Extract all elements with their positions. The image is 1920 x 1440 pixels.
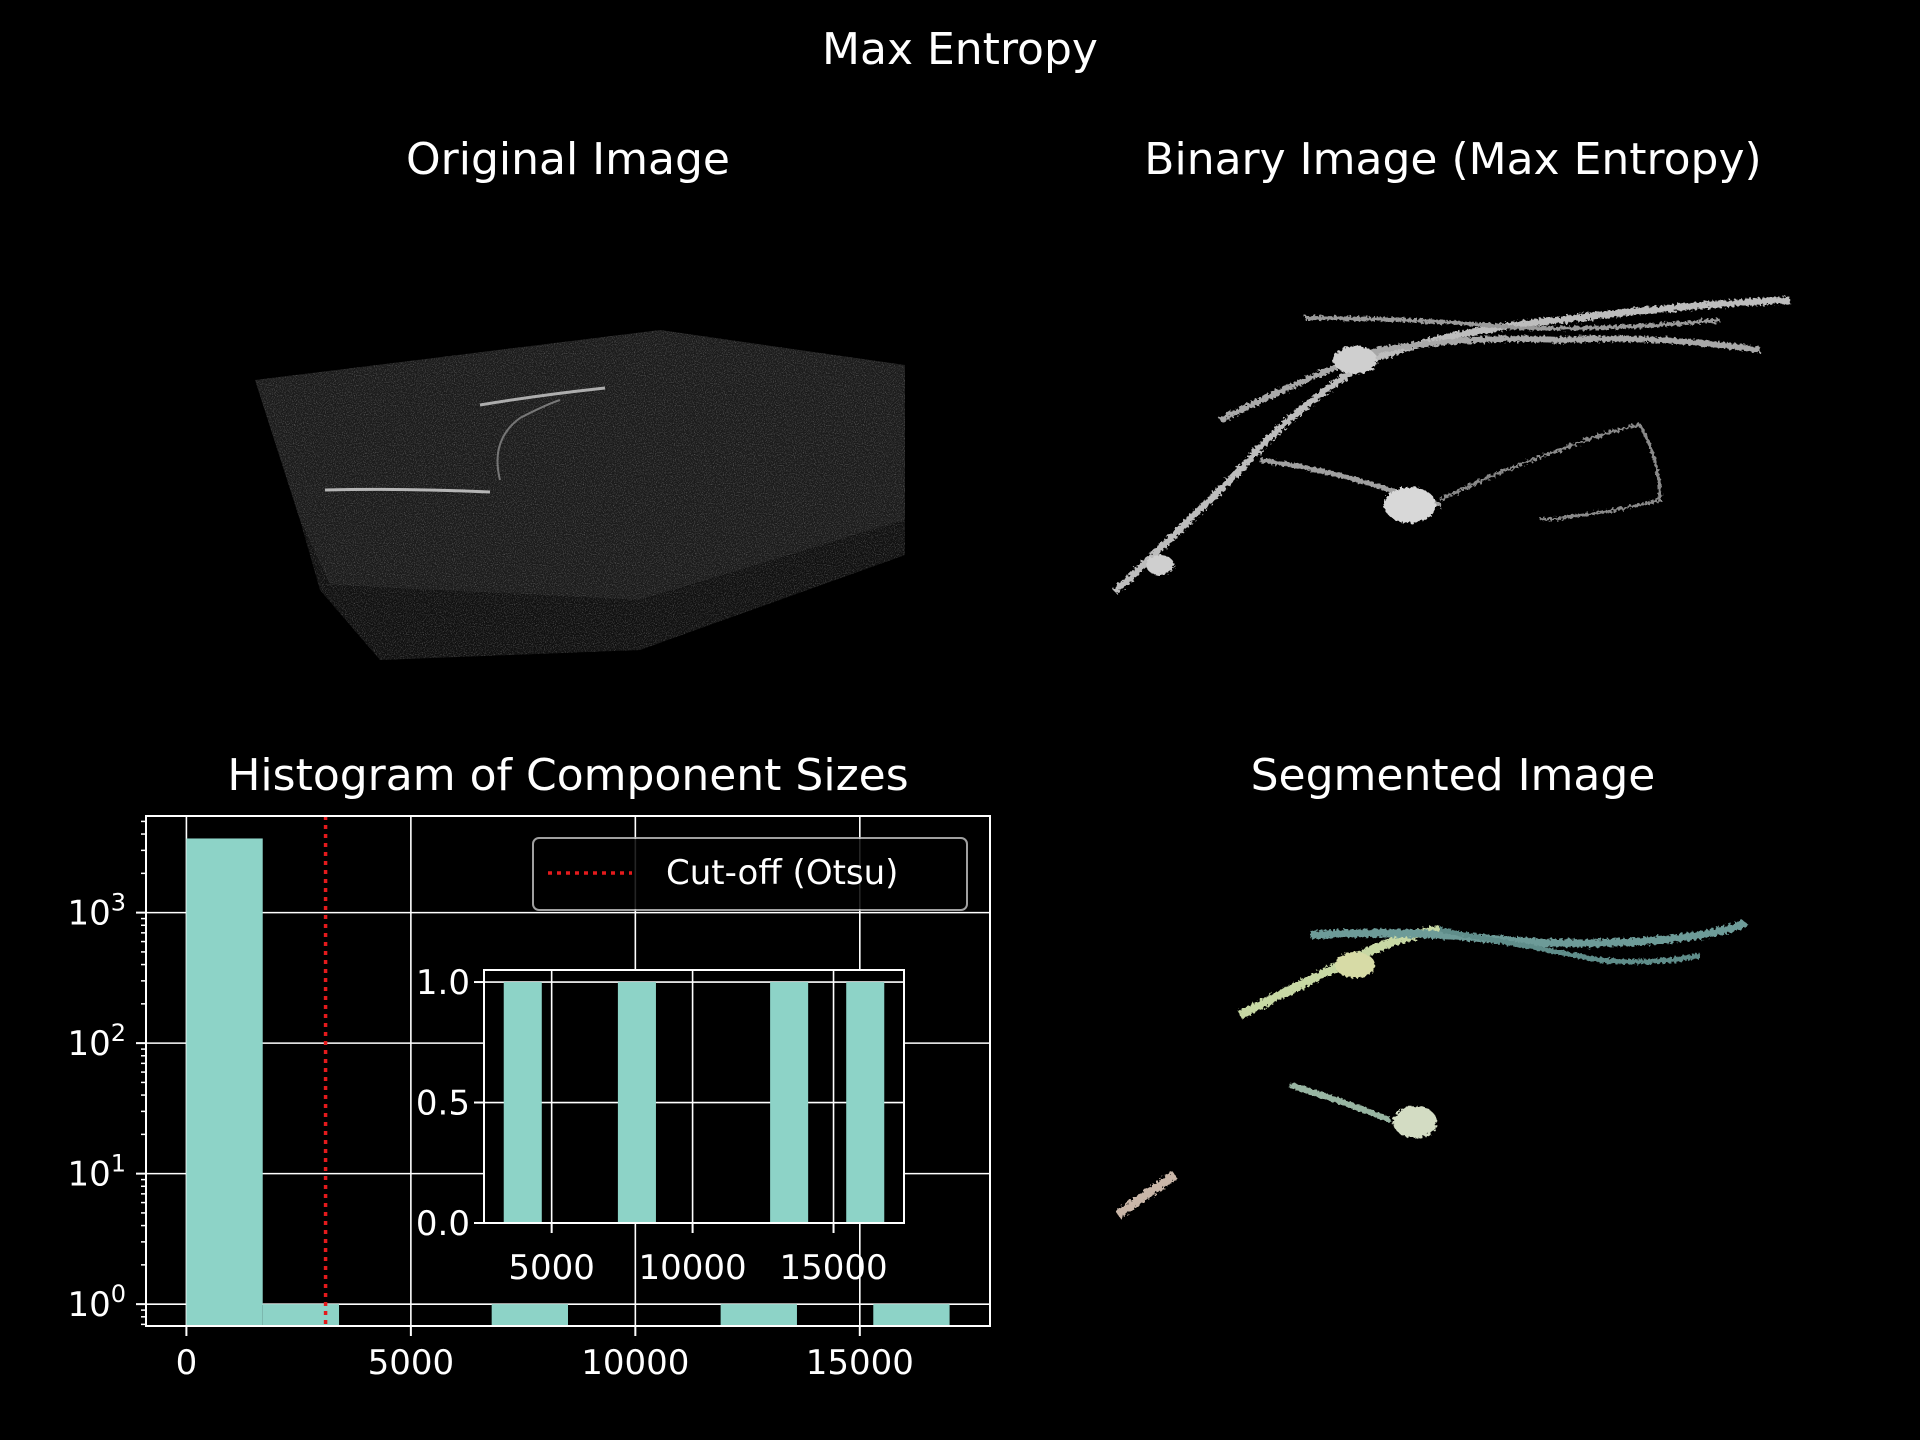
segmented-image-title: Segmented Image [1251,750,1656,801]
segment [1439,927,1701,965]
inset-ytick-label: 0.5 [416,1084,470,1124]
legend-cutoff-label: Cut-off (Otsu) [666,853,898,893]
main-ytick-label: 102 [67,1019,126,1064]
neurite-streak [479,386,606,407]
main-ticks: 0 5000 10000 15000 100 101 102 103 [67,820,914,1383]
inset-ytick-label: 0.0 [416,1204,470,1244]
main-xtick-label: 15000 [806,1343,914,1383]
inset-histogram: 5000 10000 15000 0.0 0.5 1.0 [416,963,905,1288]
inset-xtick-label: 15000 [779,1248,887,1288]
inset-ytick-label: 1.0 [416,963,470,1003]
inset-background [484,970,904,1223]
legend: Cut-off (Otsu) [532,837,968,911]
main-xtick-label: 0 [176,1343,198,1383]
inset-bar [770,982,809,1223]
cell-body [1333,346,1377,374]
main-ytick-label: 103 [67,889,126,934]
cell-body [1384,487,1436,523]
legend-box [532,837,968,911]
main-bar [262,1304,340,1326]
neuron-branch [1218,335,1761,423]
segment-cell-body [1335,952,1375,978]
main-xtick-label: 5000 [368,1343,455,1383]
segment [1115,1171,1178,1219]
binary-image [1112,296,1791,595]
figure-title: Max Entropy [822,24,1098,75]
inset-bar [503,982,542,1223]
inset-bars [503,982,885,1223]
main-ytick-label: 100 [67,1280,126,1325]
inset-xtick-label: 10000 [639,1248,747,1288]
main-bar [491,1304,568,1326]
neuron-branch [1439,423,1662,522]
main-bar [720,1304,797,1326]
main-histogram: 0 5000 10000 15000 100 101 102 103 Cut-off (Ots… [67,815,991,1383]
segmented-image [1115,918,1749,1219]
segment [1289,1082,1392,1123]
inset-ticks: 5000 10000 15000 0.0 0.5 1.0 [416,963,888,1288]
main-axes-frame [145,815,991,1327]
binary-image-title: Binary Image (Max Entropy) [1144,134,1761,185]
inset-bar [617,982,656,1223]
original-image-title: Original Image [406,134,730,185]
original-image [255,330,905,660]
volume-texture [255,330,905,660]
cell-body [1146,555,1174,575]
main-xtick-label: 10000 [581,1343,689,1383]
inset-xtick-label: 5000 [508,1248,595,1288]
segment [1309,918,1749,948]
neurite-streak [496,399,561,481]
main-ytick-label: 101 [67,1150,126,1195]
segment-cell-body [1393,1106,1437,1138]
main-bar [873,1304,950,1326]
neuron-branch [1304,316,1721,331]
neurite-streak [324,487,491,494]
inset-axes-frame [483,969,905,1224]
inset-bar [846,982,885,1223]
main-bars [186,838,950,1326]
main-bar [186,838,263,1326]
histogram-title: Histogram of Component Sizes [227,750,908,801]
